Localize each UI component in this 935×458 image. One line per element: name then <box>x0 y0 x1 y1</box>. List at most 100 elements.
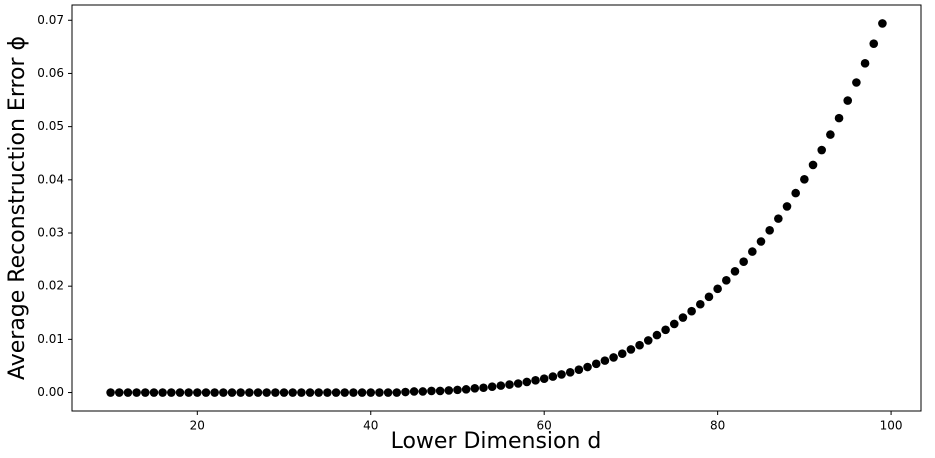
data-point <box>140 388 150 397</box>
data-point <box>852 78 861 87</box>
data-point <box>323 388 332 397</box>
data-point <box>774 214 783 223</box>
y-tick-label: 0.07 <box>37 13 64 27</box>
y-tick-label: 0.00 <box>37 385 64 399</box>
x-tick-label: 40 <box>363 419 378 433</box>
plot-frame <box>71 4 922 412</box>
data-point <box>756 237 766 246</box>
y-tick-label: 0.02 <box>37 279 64 293</box>
data-point <box>826 130 835 139</box>
data-point <box>210 388 219 397</box>
data-point <box>791 188 800 198</box>
data-point <box>435 386 445 396</box>
data-point <box>643 336 653 345</box>
y-tick-label: 0.03 <box>37 225 64 239</box>
data-point <box>765 226 774 235</box>
data-point <box>557 370 566 379</box>
x-tick-label: 80 <box>710 419 725 433</box>
data-point <box>253 388 263 397</box>
y-tick-label: 0.01 <box>37 332 64 346</box>
data-point <box>869 39 879 48</box>
data-point <box>539 374 549 384</box>
x-tick-label: 60 <box>537 419 552 433</box>
data-point <box>409 387 419 396</box>
data-point <box>175 388 185 397</box>
data-point <box>782 202 792 211</box>
data-point <box>722 276 731 285</box>
y-tick-label: 0.06 <box>37 66 64 80</box>
data-point <box>817 145 827 155</box>
data-point <box>149 388 159 397</box>
data-point <box>331 388 341 397</box>
data-point <box>401 387 410 397</box>
y-tick-label: 0.04 <box>37 172 64 186</box>
x-axis-label: Lower Dimension d <box>391 429 602 454</box>
data-point <box>114 388 124 397</box>
data-point <box>695 299 705 309</box>
data-point <box>600 356 610 365</box>
data-point <box>383 388 393 397</box>
data-point <box>305 388 315 397</box>
data-point <box>808 160 818 170</box>
data-point <box>505 380 514 389</box>
data-point <box>548 372 558 381</box>
data-point <box>565 368 575 377</box>
data-point <box>427 386 436 396</box>
data-point <box>617 349 627 359</box>
data-point <box>271 388 280 397</box>
data-point <box>158 388 167 397</box>
data-point <box>522 377 532 387</box>
data-point <box>583 362 592 372</box>
data-point <box>531 376 540 385</box>
data-point <box>843 96 853 105</box>
data-point <box>661 325 670 335</box>
data-point <box>730 266 740 276</box>
y-axis-label: Average Reconstruction Error ϕ <box>5 36 30 380</box>
data-point <box>860 59 870 68</box>
data-point <box>574 365 584 374</box>
data-point <box>227 388 237 397</box>
data-point <box>297 388 306 397</box>
data-point <box>166 388 176 397</box>
data-point <box>687 306 696 316</box>
data-point <box>748 247 757 256</box>
data-point <box>314 388 324 397</box>
data-point <box>800 174 809 184</box>
data-point <box>349 388 358 397</box>
data-point <box>513 379 523 388</box>
data-point <box>375 388 384 397</box>
data-point <box>669 319 679 329</box>
data-point <box>496 381 506 390</box>
data-point <box>262 388 271 397</box>
data-point <box>652 330 662 340</box>
data-point <box>635 340 644 350</box>
data-point <box>609 353 618 362</box>
x-tick-label: 20 <box>190 419 205 433</box>
data-point <box>219 388 228 397</box>
data-point <box>834 113 844 123</box>
data-point <box>626 345 636 354</box>
data-point <box>591 359 601 369</box>
data-point <box>123 388 133 397</box>
data-point <box>236 388 245 397</box>
data-point <box>470 383 480 393</box>
data-point <box>132 388 141 397</box>
data-point <box>288 388 298 397</box>
data-point <box>392 388 402 397</box>
data-point <box>357 388 367 397</box>
data-point <box>678 313 688 322</box>
data-point <box>479 383 488 393</box>
data-point <box>245 388 254 397</box>
data-point <box>704 292 714 302</box>
data-point <box>340 388 350 397</box>
x-tick-label: 100 <box>880 419 903 433</box>
data-point <box>184 388 193 397</box>
data-point <box>878 19 887 28</box>
data-point <box>444 386 454 395</box>
data-point <box>366 388 376 397</box>
data-point <box>193 388 202 397</box>
data-point <box>739 257 748 267</box>
data-point <box>201 388 211 397</box>
data-point <box>279 388 289 397</box>
